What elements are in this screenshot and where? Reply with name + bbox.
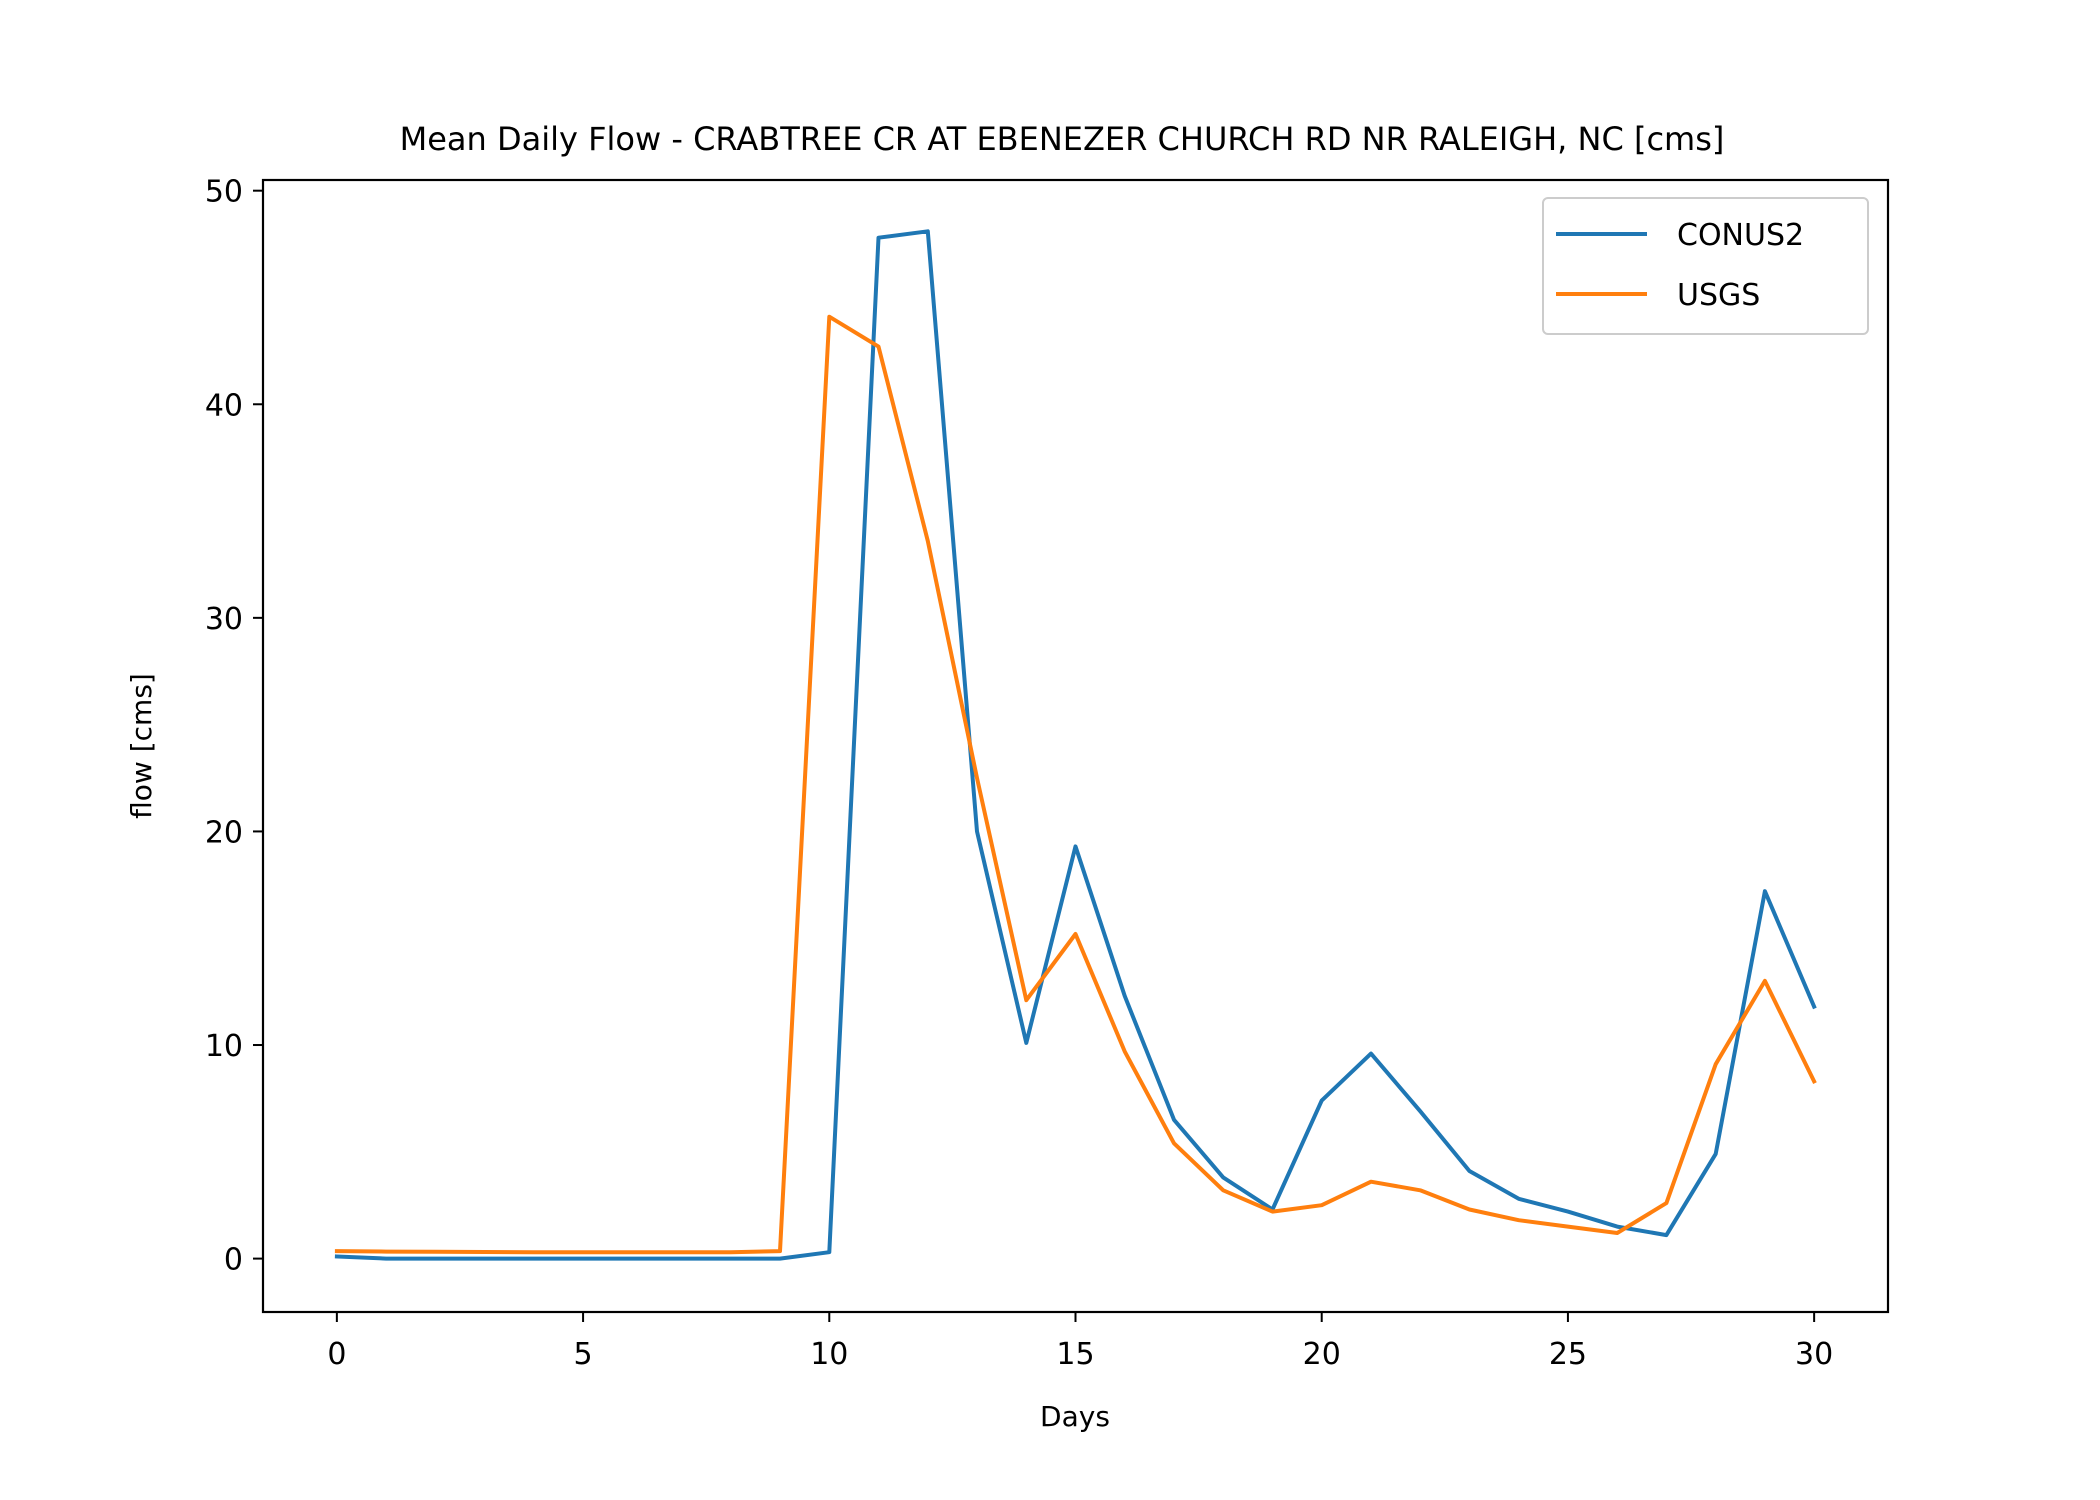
series-line-conus2 (334, 229, 1817, 1261)
legend-label-conus2: CONUS2 (1677, 218, 1804, 253)
x-tick-label: 10 (810, 1337, 848, 1372)
plot-area-frame (261, 178, 1890, 1314)
series-lines (334, 229, 1817, 1261)
legend-label-usgs: USGS (1677, 278, 1760, 313)
x-axis-label: Days (1040, 1400, 1110, 1433)
x-tick-label: 20 (1303, 1337, 1341, 1372)
y-axis: 0 10 20 30 40 50 (205, 175, 263, 1278)
legend: CONUS2 USGS (1542, 197, 1869, 335)
y-tick-label: 40 (205, 388, 243, 423)
x-tick-label: 25 (1549, 1337, 1587, 1372)
y-tick-label: 30 (205, 602, 243, 637)
x-tick-label: 5 (574, 1337, 593, 1372)
y-tick-label: 20 (205, 815, 243, 850)
x-tick-label: 30 (1795, 1337, 1833, 1372)
series-line-usgs (334, 314, 1817, 1255)
y-axis-label: flow [cms] (125, 673, 158, 819)
chart-title: Mean Daily Flow - CRABTREE CR AT EBENEZE… (400, 120, 1725, 158)
y-tick-label: 0 (224, 1243, 243, 1278)
x-axis: 0 5 10 15 20 25 30 (327, 1312, 1833, 1372)
y-tick-label: 10 (205, 1029, 243, 1064)
x-tick-label: 0 (327, 1337, 346, 1372)
x-tick-label: 15 (1056, 1337, 1094, 1372)
y-tick-label: 50 (205, 175, 243, 210)
